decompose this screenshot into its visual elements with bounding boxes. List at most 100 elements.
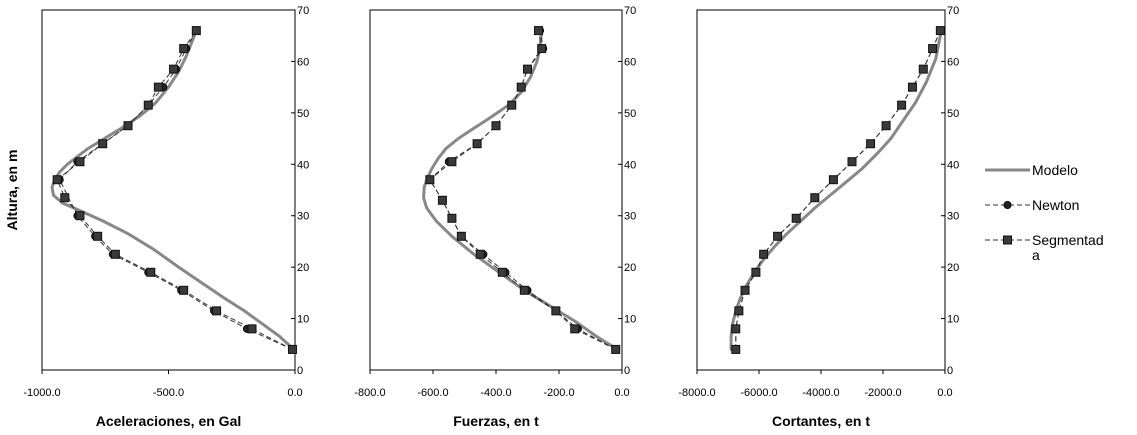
x-tick-label: -200.0	[543, 387, 574, 399]
segmentada-point	[918, 64, 928, 74]
x-tick-label: 0.0	[614, 387, 629, 399]
segmentada-point	[847, 157, 857, 167]
shear-chart: 0 10 20 30 40 50 60 70 -8000.0 -6000.0 -4000.0 -200…	[678, 5, 959, 429]
segmentada-point	[731, 324, 741, 334]
segmentada-point	[447, 213, 457, 223]
x-tick-label: -600.0	[417, 387, 448, 399]
segmentada-point	[828, 175, 838, 185]
segmentada-point	[519, 285, 529, 295]
segmentada-point	[179, 285, 189, 295]
force-chart: 0 10 20 30 40 50 60 70 -800.0 -600.0 -400.0 -200.0 0…	[354, 5, 636, 429]
segmentada-point	[179, 44, 189, 54]
segmentada-point	[491, 121, 501, 131]
y-axis-label: Altura, en m	[4, 150, 20, 231]
series-line-modelo	[422, 29, 619, 351]
segmentada-point	[897, 100, 907, 110]
segmentada-point	[425, 175, 435, 185]
segmentada-point	[551, 306, 561, 316]
y-tick-label: 0	[947, 365, 953, 377]
y-tick-label: 40	[624, 159, 636, 171]
legend-label-overflow: a	[1032, 247, 1040, 263]
acceleration-x-axis-title: Aceleraciones, en Gal	[96, 413, 242, 429]
y-tick-label: 30	[624, 211, 636, 223]
legend-label-segmentad: Segmentad	[1032, 232, 1104, 248]
y-tick-label: 10	[624, 314, 636, 326]
segmentada-point	[475, 249, 485, 259]
series-line-segmentada	[429, 30, 616, 350]
segmentada-point	[928, 44, 938, 54]
y-tick-label: 60	[947, 56, 959, 68]
y-tick-label: 30	[947, 211, 959, 223]
segmentada-point	[570, 324, 580, 334]
y-tick-label: 0	[297, 365, 303, 377]
segmentada-point	[731, 344, 741, 354]
segmentada-point	[773, 231, 783, 241]
x-tick-label: 0.0	[937, 387, 952, 399]
x-tick-label: -4000.0	[802, 387, 839, 399]
segmentada-point	[456, 231, 466, 241]
y-tick-label: 0	[624, 365, 630, 377]
segmentada-point	[169, 64, 179, 74]
x-tick-label: -800.0	[354, 387, 385, 399]
legend-label-newton: Newton	[1032, 197, 1079, 213]
x-tick-label: -8000.0	[678, 387, 715, 399]
acceleration-plot-frame	[41, 9, 296, 371]
segmentada-point	[497, 267, 507, 277]
segmentada-point	[611, 344, 621, 354]
shear-x-axis-title: Cortantes, en t	[772, 413, 870, 429]
y-tick-label: 40	[947, 159, 959, 171]
segmentada-point	[734, 306, 744, 316]
segmentada-point	[810, 193, 820, 203]
x-tick-label: -2000.0	[864, 387, 901, 399]
series-line-modelo	[729, 29, 943, 351]
segmentada-point	[472, 139, 482, 149]
y-tick-label: 10	[947, 314, 959, 326]
series-line-newton	[429, 30, 616, 350]
acceleration-chart: 0 10 20 30 40 50 60 70 -1000.0 -500.0 0.0 Aceleraci…	[23, 5, 309, 429]
segmentada-point	[93, 231, 103, 241]
dashed-circle-marker-icon	[1003, 200, 1012, 209]
segmentada-point	[75, 211, 85, 221]
segmentada-point	[110, 249, 120, 259]
y-tick-label: 30	[297, 211, 309, 223]
x-tick-label: -500.0	[153, 387, 184, 399]
segmentada-point	[537, 44, 547, 54]
segmentada-point	[507, 100, 517, 110]
x-tick-label: -400.0	[480, 387, 511, 399]
series-line-modelo	[50, 29, 296, 351]
y-tick-label: 20	[297, 262, 309, 274]
segmentada-point	[123, 121, 133, 131]
y-tick-label: 40	[297, 159, 309, 171]
segmentada-point	[247, 324, 257, 334]
y-tick-label: 10	[297, 314, 309, 326]
x-tick-label: -6000.0	[740, 387, 777, 399]
y-tick-label: 20	[947, 262, 959, 274]
segmentada-point	[191, 26, 201, 36]
segmentada-point	[153, 82, 163, 92]
segmentada-point	[437, 195, 447, 205]
segmentada-point	[791, 213, 801, 223]
segmentada-point	[866, 139, 876, 149]
segmentada-point	[523, 64, 532, 74]
force-plot-frame	[369, 9, 623, 371]
y-tick-label: 60	[297, 56, 309, 68]
y-tick-label: 20	[624, 262, 636, 274]
dashed-square-marker-icon	[1003, 235, 1012, 245]
y-tick-label: 70	[624, 5, 636, 17]
segmentada-point	[212, 306, 222, 316]
x-tick-label: 0.0	[287, 387, 302, 399]
y-tick-label: 70	[947, 5, 959, 17]
segmentada-point	[759, 249, 769, 259]
force-x-axis-title: Fuerzas, en t	[453, 413, 539, 429]
legend-label-modelo: Modelo	[1032, 162, 1078, 178]
y-tick-label: 50	[947, 108, 959, 120]
segmentada-point	[52, 175, 62, 185]
y-tick-label: 70	[297, 5, 309, 17]
segmentada-point	[534, 26, 544, 36]
segmentada-point	[447, 157, 457, 167]
segmentada-point	[740, 285, 750, 295]
segmentada-point	[907, 82, 917, 92]
segmentada-point	[935, 26, 945, 36]
